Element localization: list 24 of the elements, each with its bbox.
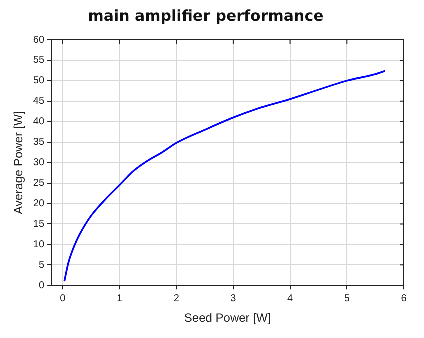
y-tick-label: 55 (33, 55, 45, 66)
y-tick-label: 35 (33, 137, 45, 148)
y-tick-label: 15 (33, 218, 45, 230)
chart-title: main amplifier performance (88, 6, 324, 25)
x-axis-title: Seed Power [W] (184, 311, 272, 326)
y-tick-label: 40 (33, 116, 45, 128)
y-axis-title: Average Power [W] (12, 111, 26, 214)
x-tick-label: 5 (344, 293, 350, 304)
y-tick-label: 20 (33, 198, 45, 210)
x-tick-label: 6 (401, 293, 408, 304)
x-tick-label: 2 (174, 293, 180, 304)
y-tick-label: 5 (38, 260, 45, 271)
y-tick-label: 10 (33, 239, 45, 250)
x-tick-label: 1 (116, 293, 123, 304)
y-tick-label: 0 (38, 280, 45, 292)
y-tick-label: 60 (33, 34, 45, 46)
y-tick-label: 30 (33, 158, 45, 169)
line-series (64, 70, 386, 282)
x-tick-label: 4 (288, 293, 294, 304)
y-tick-label: 25 (33, 178, 45, 190)
x-tick-label: 0 (60, 293, 66, 304)
x-tick-label: 3 (230, 293, 237, 304)
y-tick-label: 45 (33, 96, 45, 108)
y-tick-label: 50 (33, 76, 45, 87)
